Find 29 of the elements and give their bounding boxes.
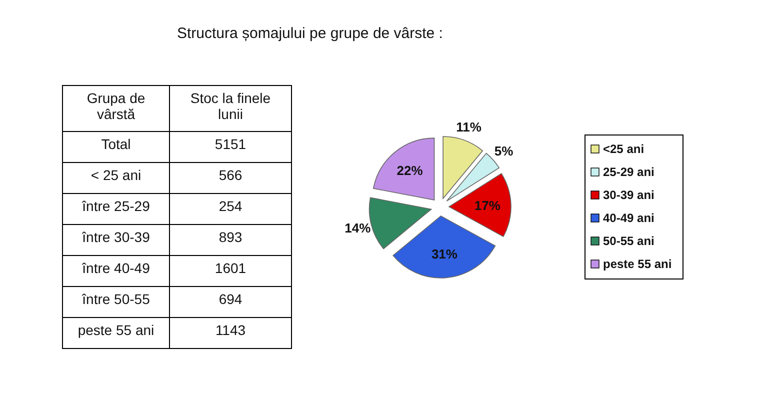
data-label: 694 xyxy=(170,286,292,318)
data-label: 1143 xyxy=(170,318,292,348)
data-label: 566 xyxy=(170,162,292,194)
data-label: 11% xyxy=(456,120,482,135)
legend-label: <25 ani xyxy=(603,142,644,156)
category-label: între 50-55 xyxy=(62,286,170,318)
category-label: între 30-39 xyxy=(62,224,170,256)
legend-label: 50-55 ani xyxy=(603,234,654,248)
category-label: Total xyxy=(62,132,170,162)
legend-label: peste 55 ani xyxy=(603,257,672,271)
legend-label: 30-39 ani xyxy=(603,188,654,202)
data-label: 17% xyxy=(474,198,501,214)
category-label: între 25-29 xyxy=(62,194,170,224)
data-label: 5% xyxy=(494,143,514,158)
category-label: peste 55 ani xyxy=(62,318,170,348)
text: Stoc la finele lunii xyxy=(170,86,292,132)
data-label: 1601 xyxy=(170,256,292,286)
category-label: între 40-49 xyxy=(62,256,170,286)
legend-label: 25-29 ani xyxy=(603,165,654,179)
data-label: 5151 xyxy=(170,132,292,162)
text: Structura șomajului pe grupe de vârste : xyxy=(177,25,443,42)
data-label: 893 xyxy=(170,224,292,256)
text: Grupa de vârstă xyxy=(62,86,170,132)
data-label: 22% xyxy=(396,162,424,178)
legend-label: 40-49 ani xyxy=(603,211,654,225)
data-label: 14% xyxy=(344,220,372,236)
data-label: 31% xyxy=(431,246,458,262)
data-label: 254 xyxy=(170,194,292,224)
category-label: < 25 ani xyxy=(62,162,170,194)
